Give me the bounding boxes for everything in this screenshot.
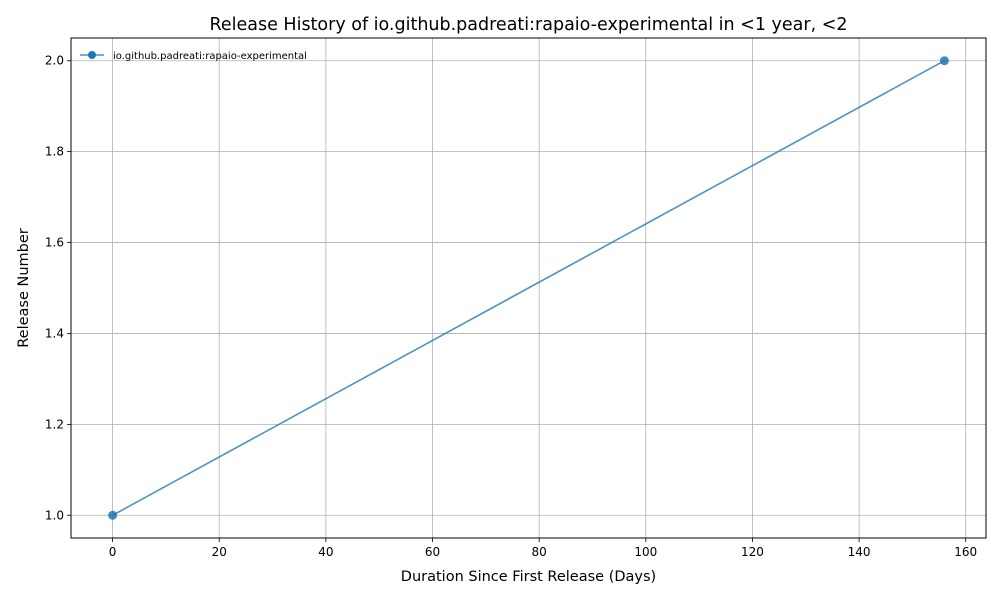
legend: io.github.padreati:rapaio-experimental xyxy=(80,51,307,62)
x-tick-label: 20 xyxy=(212,545,227,559)
x-axis: 0 20 40 60 80 100 120 140 160 xyxy=(109,538,977,559)
x-tick-label: 0 xyxy=(109,545,117,559)
x-tick-label: 60 xyxy=(425,545,440,559)
series-line xyxy=(112,60,945,516)
y-tick-label: 1.2 xyxy=(45,417,64,431)
x-tick-label: 160 xyxy=(954,545,977,559)
x-tick-label: 140 xyxy=(848,545,871,559)
y-tick-label: 2.0 xyxy=(45,54,64,68)
x-tick-label: 120 xyxy=(741,545,764,559)
grid-lines xyxy=(71,38,986,538)
x-tick-label: 100 xyxy=(634,545,657,559)
series-layer xyxy=(108,56,949,520)
legend-entry: io.github.padreati:rapaio-experimental xyxy=(113,51,307,62)
y-tick-label: 1.8 xyxy=(45,145,64,159)
y-axis-label: Release Number xyxy=(16,228,32,348)
x-axis-label: Duration Since First Release (Days) xyxy=(401,569,656,585)
data-point xyxy=(939,56,949,66)
y-tick-label: 1.4 xyxy=(45,326,64,340)
plot-frame xyxy=(70,37,987,539)
x-tick-label: 80 xyxy=(532,545,547,559)
y-axis: 1.0 1.2 1.4 1.6 1.8 2.0 xyxy=(45,54,71,522)
y-tick-label: 1.0 xyxy=(45,508,64,522)
x-tick-label: 40 xyxy=(318,545,333,559)
legend-point-marker xyxy=(88,51,96,59)
data-point xyxy=(108,510,118,520)
y-tick-label: 1.6 xyxy=(45,236,64,250)
chart-title: Release History of io.github.padreati:ra… xyxy=(209,15,847,35)
